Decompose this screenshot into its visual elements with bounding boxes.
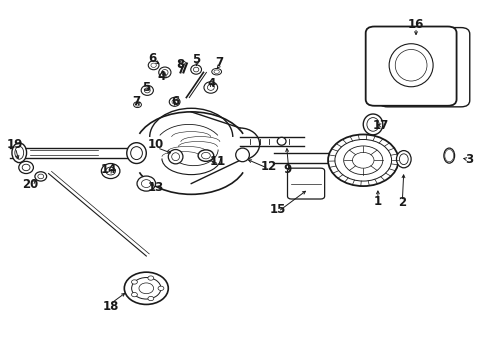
Ellipse shape	[172, 153, 179, 161]
Ellipse shape	[363, 114, 383, 135]
Text: 12: 12	[260, 160, 276, 173]
Text: 13: 13	[148, 181, 164, 194]
Circle shape	[124, 272, 168, 305]
Ellipse shape	[201, 152, 210, 159]
Ellipse shape	[101, 163, 120, 179]
Ellipse shape	[148, 61, 159, 70]
Ellipse shape	[396, 150, 411, 168]
Ellipse shape	[106, 167, 116, 175]
Text: 19: 19	[7, 138, 24, 151]
Text: 18: 18	[102, 300, 119, 313]
Ellipse shape	[236, 148, 249, 162]
Text: 5: 5	[142, 81, 150, 94]
Circle shape	[131, 292, 137, 297]
Circle shape	[158, 286, 164, 291]
Ellipse shape	[367, 118, 379, 131]
FancyBboxPatch shape	[366, 27, 457, 106]
Text: 7: 7	[216, 56, 223, 69]
Text: 5: 5	[192, 53, 200, 66]
Ellipse shape	[12, 143, 26, 163]
Ellipse shape	[198, 150, 214, 161]
Text: 14: 14	[101, 163, 117, 176]
Circle shape	[148, 296, 154, 301]
Text: 6: 6	[148, 51, 156, 64]
Ellipse shape	[22, 164, 30, 171]
Circle shape	[352, 152, 374, 168]
Ellipse shape	[277, 137, 286, 145]
Ellipse shape	[127, 143, 147, 163]
Text: 3: 3	[465, 153, 473, 166]
Text: 2: 2	[398, 196, 406, 209]
Ellipse shape	[172, 100, 177, 104]
Ellipse shape	[162, 69, 168, 75]
Ellipse shape	[214, 70, 220, 73]
Ellipse shape	[159, 67, 171, 78]
Ellipse shape	[142, 180, 151, 188]
Ellipse shape	[131, 147, 143, 159]
Ellipse shape	[35, 172, 47, 181]
Ellipse shape	[389, 44, 433, 87]
Ellipse shape	[207, 85, 214, 90]
FancyBboxPatch shape	[288, 168, 325, 199]
Ellipse shape	[194, 67, 199, 72]
Ellipse shape	[151, 63, 156, 67]
Ellipse shape	[38, 174, 44, 179]
Text: 10: 10	[148, 138, 164, 151]
Text: 17: 17	[373, 119, 389, 132]
Text: 4: 4	[208, 77, 216, 90]
Text: 1: 1	[374, 195, 382, 208]
Ellipse shape	[136, 103, 140, 106]
Ellipse shape	[15, 146, 24, 159]
Ellipse shape	[179, 61, 185, 64]
Ellipse shape	[204, 82, 218, 93]
Ellipse shape	[141, 85, 153, 95]
Ellipse shape	[145, 88, 150, 93]
Text: 7: 7	[132, 95, 141, 108]
Ellipse shape	[444, 148, 455, 163]
Circle shape	[148, 276, 154, 280]
Circle shape	[335, 139, 392, 181]
Ellipse shape	[169, 97, 180, 106]
Text: 6: 6	[172, 95, 180, 108]
Ellipse shape	[395, 49, 427, 81]
Circle shape	[328, 134, 398, 186]
Circle shape	[131, 280, 137, 284]
Text: 20: 20	[22, 178, 38, 191]
Text: 9: 9	[284, 163, 292, 176]
Text: 4: 4	[158, 69, 166, 82]
Circle shape	[139, 283, 154, 294]
Ellipse shape	[134, 102, 142, 108]
Ellipse shape	[399, 154, 408, 165]
Ellipse shape	[212, 68, 221, 75]
Ellipse shape	[19, 161, 33, 174]
Ellipse shape	[191, 65, 201, 74]
Ellipse shape	[168, 149, 183, 164]
Text: 16: 16	[408, 18, 424, 31]
Text: 15: 15	[270, 203, 287, 216]
Ellipse shape	[137, 176, 156, 191]
Circle shape	[343, 146, 383, 175]
Text: 8: 8	[176, 58, 185, 71]
Circle shape	[132, 278, 161, 299]
Text: 11: 11	[210, 155, 226, 168]
